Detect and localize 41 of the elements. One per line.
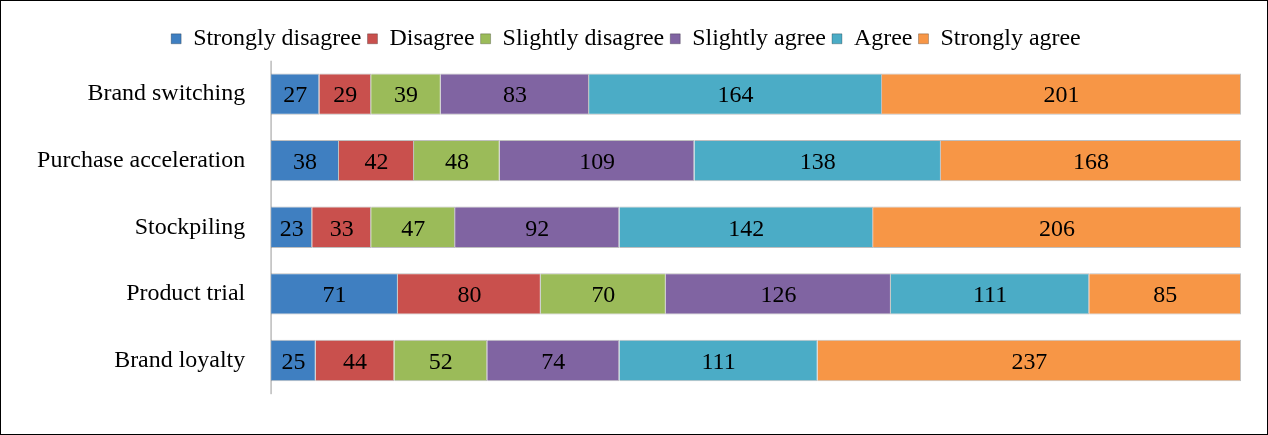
data-label: 71	[322, 281, 347, 308]
data-label: 201	[1043, 81, 1080, 108]
data-label: 138	[799, 147, 836, 174]
data-label: 164	[717, 81, 754, 108]
legend-label: Slightly agree	[692, 24, 826, 51]
y-tick-label: Brand switching	[87, 79, 246, 106]
data-label: 29	[333, 81, 358, 108]
data-label: 80	[457, 281, 482, 308]
legend-label: Agree	[853, 24, 913, 51]
data-label: 111	[701, 347, 736, 374]
data-label: 44	[343, 347, 368, 374]
legend-label: Disagree	[389, 24, 475, 51]
data-label: 52	[428, 347, 453, 374]
data-label: 23	[279, 214, 304, 241]
y-tick-label: Product trial	[126, 279, 246, 306]
data-label: 27	[283, 81, 308, 108]
data-label: 33	[329, 214, 354, 241]
data-label: 111	[973, 281, 1008, 308]
data-label: 92	[525, 214, 550, 241]
data-label: 47	[401, 214, 426, 241]
y-tick-label: Brand loyalty	[114, 345, 246, 372]
legend-label: Strongly disagree	[193, 24, 362, 51]
y-tick-label: Stockpiling	[134, 212, 246, 239]
data-label: 74	[541, 347, 566, 374]
data-label: 142	[728, 214, 765, 241]
data-label: 126	[760, 281, 797, 308]
legend-label: Slightly disagree	[502, 24, 665, 51]
data-label: 109	[579, 147, 616, 174]
data-label: 206	[1039, 214, 1076, 241]
data-label: 42	[364, 147, 389, 174]
data-label: 70	[591, 281, 616, 308]
data-label: 85	[1153, 281, 1178, 308]
data-label: 25	[281, 347, 306, 374]
legend-label: Strongly agree	[940, 24, 1081, 51]
data-label: 48	[444, 147, 469, 174]
y-tick-label: Purchase acceleration	[37, 145, 246, 172]
data-label: 168	[1073, 147, 1109, 174]
data-label: 38	[293, 147, 318, 174]
data-label: 83	[502, 81, 527, 108]
data-label: 39	[394, 81, 418, 108]
data-label: 237	[1011, 347, 1048, 374]
